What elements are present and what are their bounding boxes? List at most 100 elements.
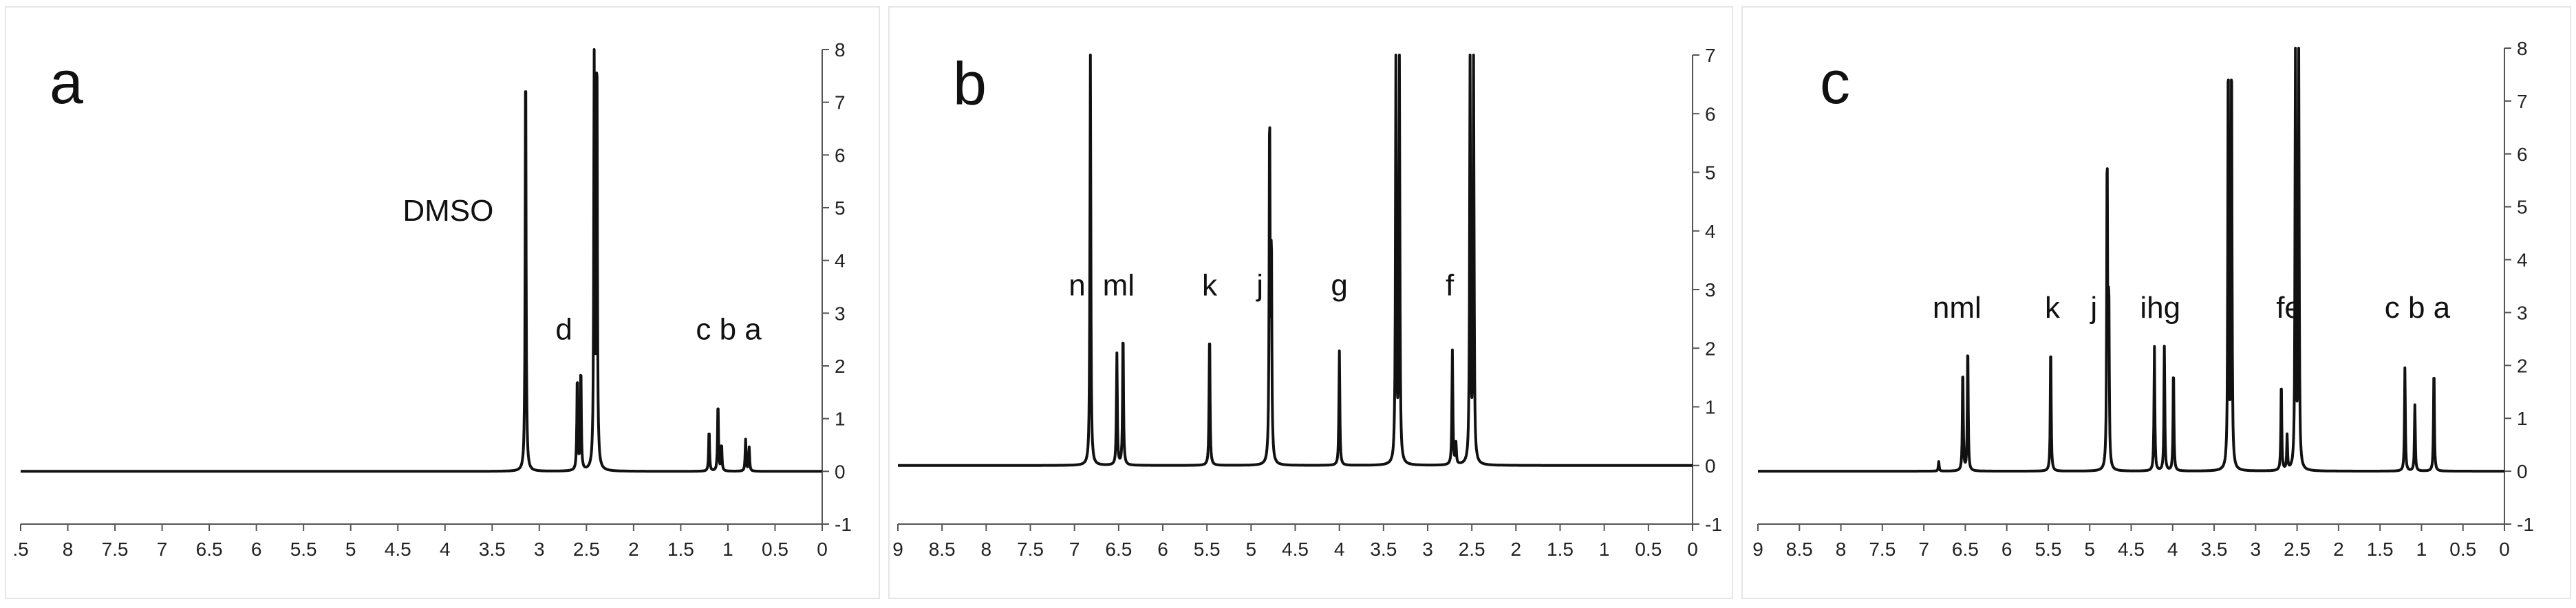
- peak-label: ihg: [2140, 291, 2180, 325]
- y-tick-label: 8: [835, 39, 846, 61]
- x-tick-label: 0: [817, 539, 828, 560]
- y-tick-label: -1: [835, 514, 852, 535]
- y-tick-label: -1: [2517, 514, 2534, 535]
- y-tick-label: 7: [2517, 91, 2528, 112]
- x-tick-label: 8: [981, 539, 992, 560]
- x-tick-label: 9: [892, 539, 903, 560]
- spectrum-line: [1757, 47, 2506, 473]
- spectrum-panel-a: .5 8 7.5 7 6.5 6 5.5 5 4.5 4 3.5 3 2.5 2 1.5 1 0.5 0 -1 0 1 2…: [5, 6, 880, 599]
- x-tick-label: 3.5: [2201, 539, 2228, 560]
- x-tick-label: 4: [440, 539, 451, 560]
- x-tick-label: 1.5: [2367, 539, 2394, 560]
- y-tick-label: 2: [835, 356, 846, 377]
- y-tick-label: 7: [835, 92, 846, 113]
- spectrum-panel-c: 9 8.5 8 7.5 7 6.5 6 5.5 5 4.5 4 3.5 3 2.5 2 1.5 1 0.5 0 -1 0…: [1741, 6, 2571, 599]
- panel-letter: a: [50, 48, 83, 116]
- x-tick-label: 7: [1069, 539, 1080, 560]
- y-tick-label: 6: [835, 144, 846, 166]
- x-tick-label: 2: [628, 539, 639, 560]
- peak-label: j: [1255, 269, 1263, 303]
- x-tick-label: 7.5: [1869, 539, 1896, 560]
- peak-label: g: [1331, 269, 1347, 303]
- y-tick-label: 8: [2517, 38, 2528, 59]
- y-tick-label: 1: [2517, 408, 2528, 429]
- y-tick-label: 3: [1705, 279, 1716, 301]
- x-tick-label: 2.5: [573, 539, 600, 560]
- x-tick-label: 6.5: [1105, 539, 1132, 560]
- x-tick-label: 2.5: [2284, 539, 2310, 560]
- peak-label: c b a: [2385, 291, 2451, 325]
- y-tick-label: 7: [1705, 45, 1716, 66]
- y-tick-label: 0: [1705, 455, 1716, 477]
- x-tick-label: 6.5: [1952, 539, 1979, 560]
- x-tick-label: 4: [2167, 539, 2178, 560]
- x-tick-label: 6: [2001, 539, 2012, 560]
- peak-label: d: [555, 313, 572, 347]
- y-tick-label: 6: [1705, 103, 1716, 124]
- x-tick-label: 4.5: [2118, 539, 2145, 560]
- x-tick-label: 0.5: [762, 539, 788, 560]
- y-tick-label: 4: [1705, 221, 1716, 242]
- peak-label: k: [2045, 291, 2061, 325]
- x-tick-label: 9: [1752, 539, 1763, 560]
- peak-label: ml: [1103, 269, 1135, 303]
- x-tick-label: 2.5: [1459, 539, 1485, 560]
- x-tick-label: 1.5: [1547, 539, 1574, 560]
- x-tick-label: 1: [722, 539, 733, 560]
- x-tick-label: 4: [1334, 539, 1345, 560]
- x-tick-label: 7.5: [1017, 539, 1044, 560]
- y-tick-label: 0: [835, 461, 846, 482]
- x-tick-label: 0: [2499, 539, 2510, 560]
- panel-letter: c: [1820, 48, 1850, 116]
- x-tick-label: 5: [1246, 539, 1257, 560]
- y-tick-label: 5: [835, 197, 846, 219]
- y-tick-label: 3: [835, 303, 846, 324]
- x-tick-label: 0: [1687, 539, 1698, 560]
- x-tick-label: 0.5: [2449, 539, 2476, 560]
- x-tick-label: 0.5: [1635, 539, 1662, 560]
- x-tick-label: 1: [2416, 539, 2427, 560]
- panel-letter: b: [953, 50, 987, 118]
- x-tick-label: 8.5: [1786, 539, 1813, 560]
- x-tick-label: 6.5: [196, 539, 223, 560]
- x-tick-label: 3.5: [1370, 539, 1397, 560]
- x-tick-label: 5: [345, 539, 356, 560]
- x-tick-label: 6: [1157, 539, 1168, 560]
- peak-label: nml: [1933, 291, 1982, 325]
- x-tick-label: 7: [1918, 539, 1929, 560]
- x-tick-label: 5.5: [1194, 539, 1221, 560]
- y-tick-label: 0: [2517, 461, 2528, 482]
- x-tick-label: 3: [534, 539, 545, 560]
- y-tick-label: 5: [2517, 197, 2528, 218]
- x-tick-label: 5.5: [290, 539, 317, 560]
- peak-label: DMSO: [402, 194, 493, 228]
- y-tick-label: -1: [1705, 514, 1722, 535]
- panel-frame: [1741, 6, 2571, 599]
- spectrum-line: [897, 54, 1694, 467]
- peak-label: f: [1446, 269, 1455, 303]
- x-tick-label: 1.5: [667, 539, 694, 560]
- x-tick-label: 3: [1422, 539, 1433, 560]
- x-tick-label: 3.5: [479, 539, 506, 560]
- x-tick-label: 1: [1599, 539, 1610, 560]
- peak-label: n: [1069, 269, 1085, 303]
- x-tick-label: 7.5: [102, 539, 129, 560]
- x-tick-label: 8: [1836, 539, 1847, 560]
- x-tick-label: 5: [2084, 539, 2095, 560]
- y-tick-label: 5: [1705, 162, 1716, 184]
- x-tick-label: 5.5: [2035, 539, 2061, 560]
- x-tick-label: .5: [12, 539, 28, 560]
- y-tick-label: 4: [835, 250, 846, 272]
- x-tick-label: 4.5: [1282, 539, 1309, 560]
- y-tick-label: 2: [1705, 338, 1716, 359]
- x-tick-label: 4.5: [385, 539, 411, 560]
- peak-label: fe: [2276, 291, 2301, 325]
- x-tick-label: 7: [157, 539, 168, 560]
- spectrum-panel-b: 9 8.5 8 7.5 7 6.5 6 5.5 5 4.5 4 3.5 3 2.5 2 1.5 1 0.5 0 -1 0…: [888, 6, 1733, 599]
- x-tick-label: 2: [2333, 539, 2344, 560]
- y-tick-label: 2: [2517, 355, 2528, 376]
- y-tick-label: 6: [2517, 144, 2528, 165]
- peak-label: k: [1202, 269, 1218, 303]
- panel-frame: [5, 6, 880, 599]
